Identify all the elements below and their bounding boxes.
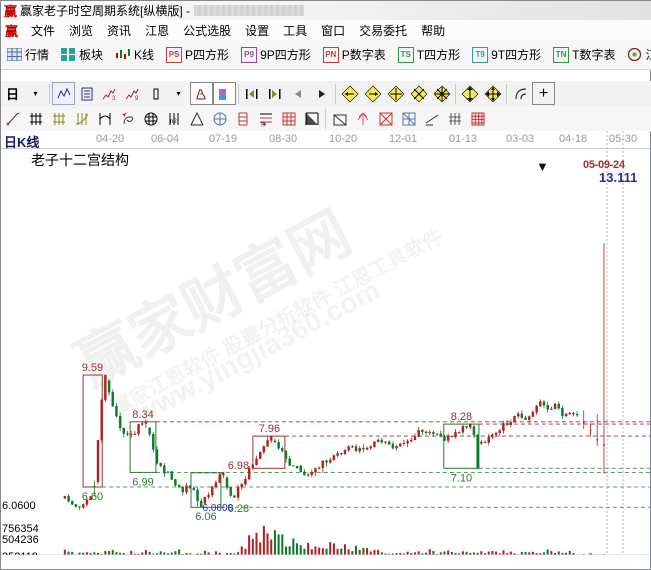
svg-text:6.98: 6.98 — [228, 460, 249, 472]
svg-text:6.60: 6.60 — [82, 491, 103, 503]
svg-text:n2: n2 — [170, 119, 177, 125]
svg-text:6.0600: 6.0600 — [203, 503, 234, 514]
svg-text:挣: 挣 — [261, 121, 266, 127]
svg-text:7.10: 7.10 — [451, 472, 472, 484]
svg-text:8.34: 8.34 — [132, 409, 153, 421]
svg-text:6.99: 6.99 — [132, 476, 153, 488]
svg-text:3: 3 — [112, 96, 116, 101]
svg-text:9: 9 — [135, 96, 139, 101]
svg-text:9.59: 9.59 — [82, 362, 103, 374]
svg-text:7.96: 7.96 — [259, 423, 280, 435]
svg-text:8.28: 8.28 — [451, 411, 472, 423]
